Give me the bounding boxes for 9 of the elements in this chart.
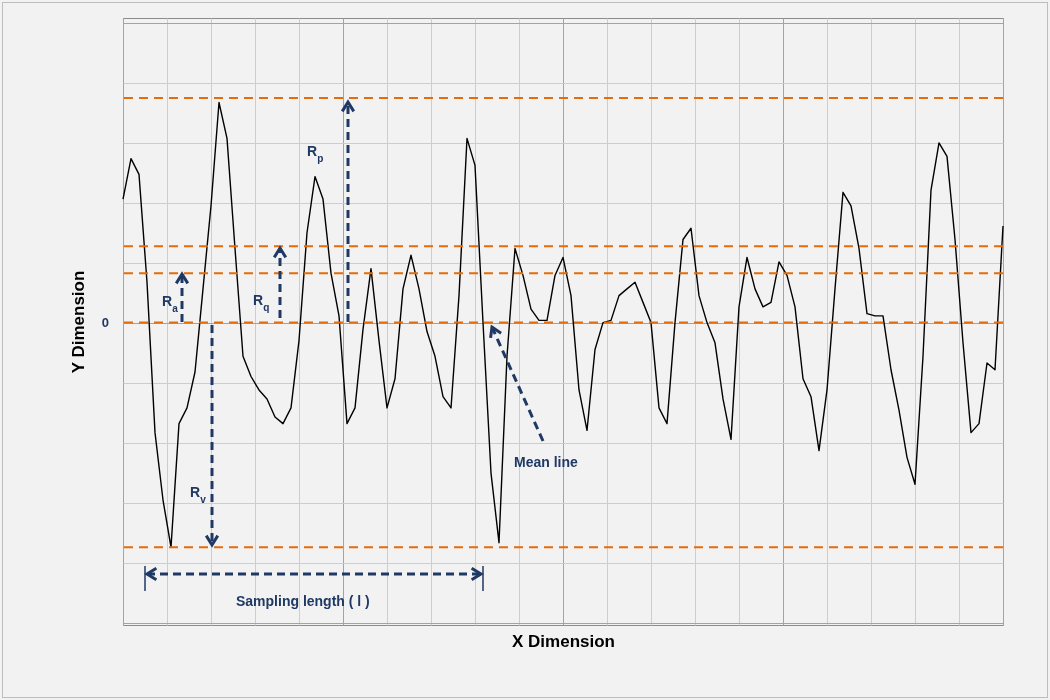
annotation: Mean line	[514, 454, 579, 470]
annotation: R$_{q}$	[253, 292, 270, 313]
text: Sampling length ( l )	[236, 593, 370, 609]
y-axis-title: Y Dimension	[68, 270, 88, 374]
annotation: R$_{v}$	[190, 484, 207, 505]
x-axis-title: X Dimension	[512, 631, 615, 651]
annotation: R$_{a}$	[162, 293, 179, 314]
ref-line-label: 0	[101, 314, 109, 330]
annotation: R$_{p}$	[307, 143, 324, 164]
